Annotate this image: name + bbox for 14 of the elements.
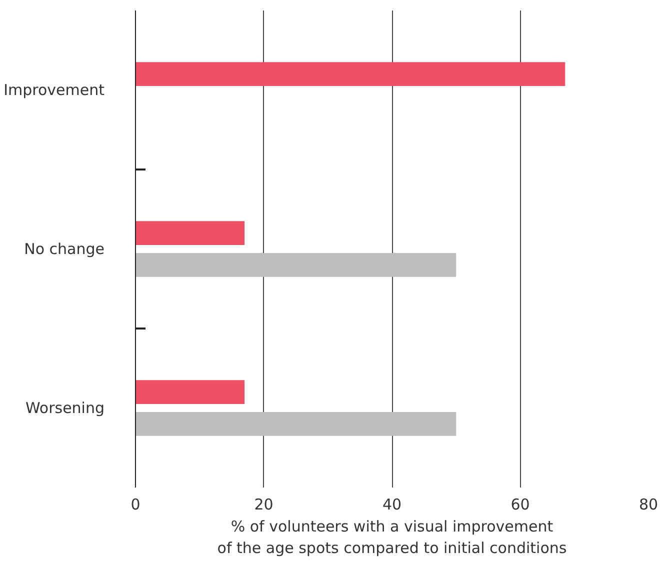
y-tick-label: Improvement bbox=[4, 81, 105, 99]
x-tick-label: 0 bbox=[130, 496, 140, 514]
x-tick-label: 80 bbox=[638, 496, 658, 514]
x-axis-title: % of volunteers with a visual improvement of the age spots compared to initial conditions bbox=[217, 518, 567, 558]
bar bbox=[136, 412, 456, 436]
x-tick-label: 60 bbox=[510, 496, 530, 514]
bar bbox=[136, 62, 566, 86]
bar bbox=[136, 252, 456, 277]
y-tick-label: No change bbox=[24, 240, 105, 258]
bar bbox=[136, 221, 245, 246]
bar bbox=[136, 380, 245, 404]
x-tick-label: 20 bbox=[254, 496, 274, 514]
x-tick-label: 40 bbox=[382, 496, 402, 514]
y-tick-label: Worsening bbox=[25, 399, 105, 417]
